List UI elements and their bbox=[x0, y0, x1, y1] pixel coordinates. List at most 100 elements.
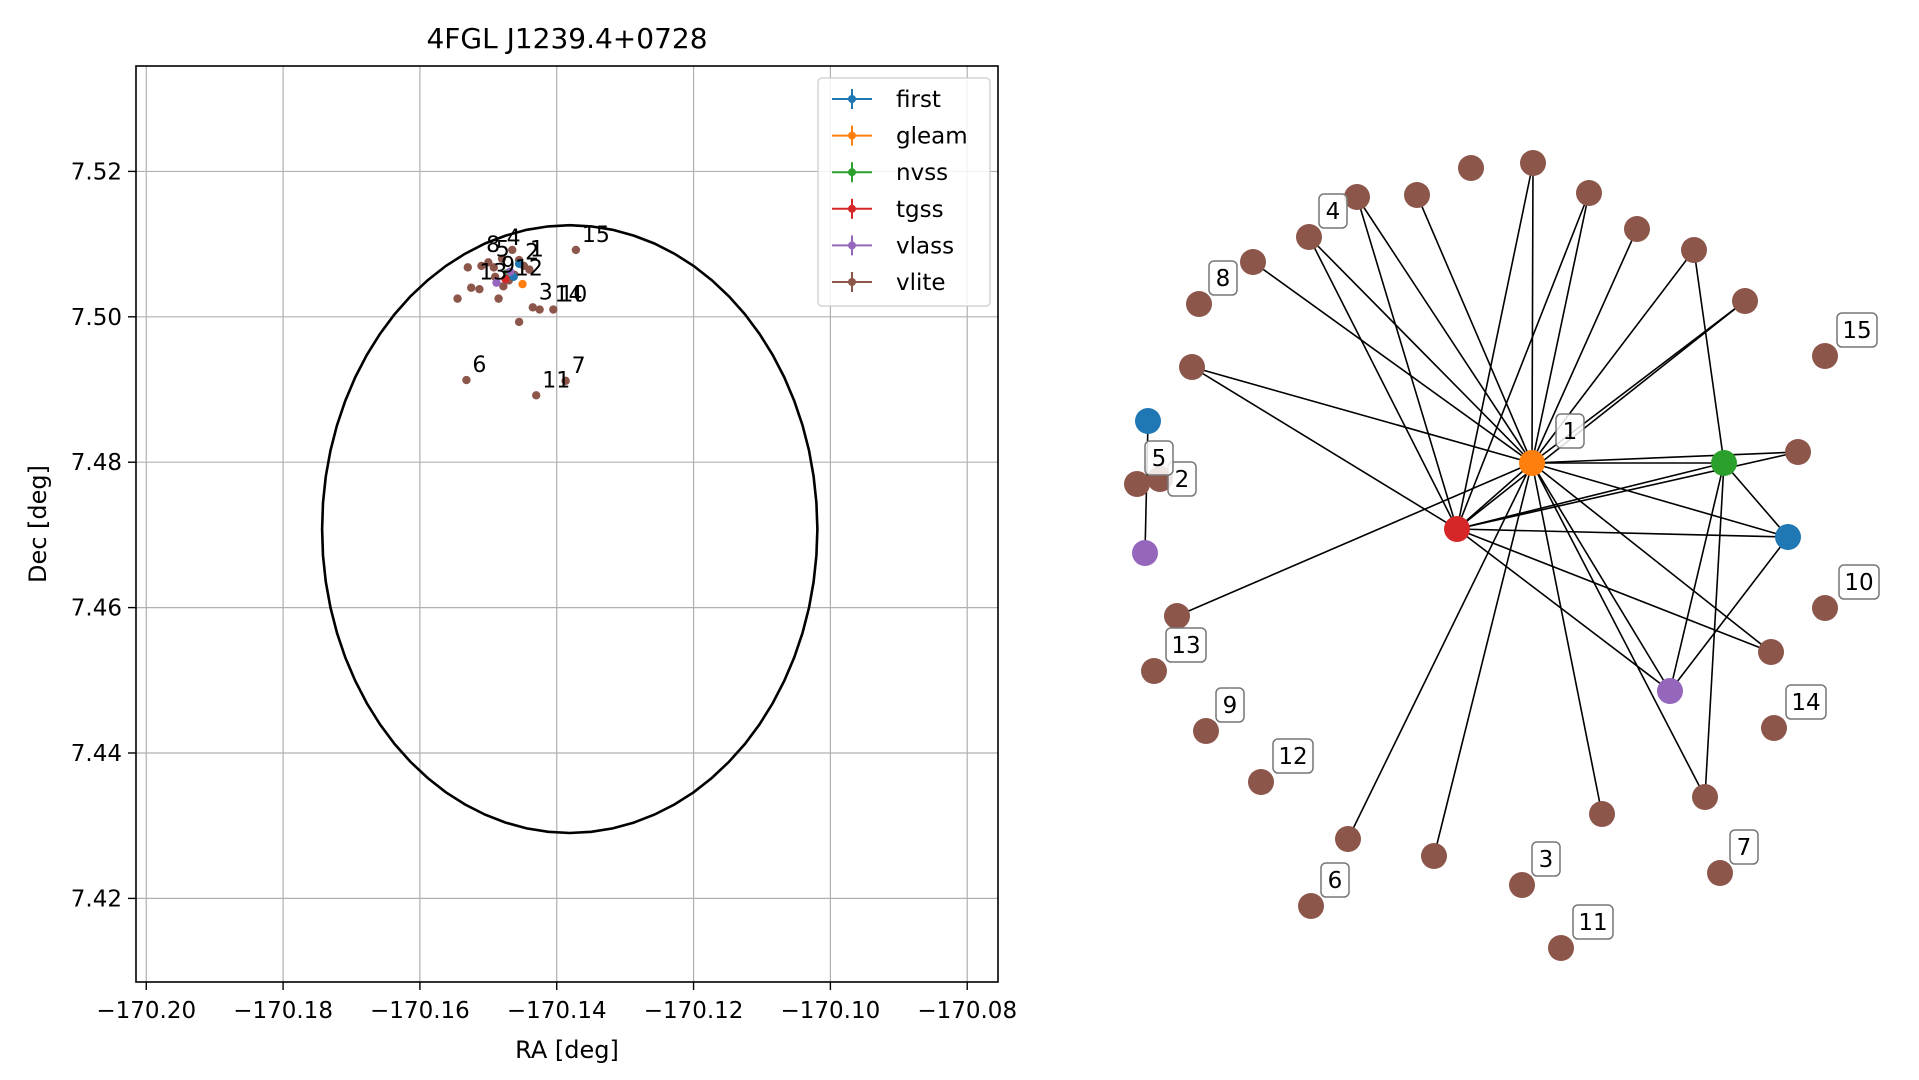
network-node-v5 bbox=[1124, 471, 1150, 497]
network-node-u7 bbox=[1576, 180, 1602, 206]
ellipse-outline bbox=[320, 223, 819, 835]
point-annotation: 11 bbox=[542, 368, 570, 393]
vlite-point bbox=[532, 391, 541, 400]
first-point bbox=[514, 259, 524, 268]
node-label-box bbox=[1165, 627, 1207, 663]
network-edge bbox=[1433, 462, 1533, 857]
vlite-point bbox=[535, 305, 544, 314]
network-node-v15 bbox=[1812, 343, 1838, 369]
network-node-u11 bbox=[1785, 439, 1811, 465]
network-node-u4 bbox=[1404, 182, 1430, 208]
network-node-v6 bbox=[1298, 893, 1324, 919]
x-axis-label: RA [deg] bbox=[515, 1036, 619, 1064]
network-node-v13 bbox=[1141, 658, 1167, 684]
node-label-box bbox=[1167, 461, 1197, 497]
node-label: 5 bbox=[1152, 446, 1167, 472]
legend-marker-dot bbox=[848, 95, 856, 103]
network-edge bbox=[1252, 261, 1533, 464]
network-edge bbox=[1531, 462, 1603, 815]
network-edge bbox=[1456, 462, 1533, 530]
network-node-nvss bbox=[1711, 450, 1737, 476]
x-tick-label: −170.12 bbox=[644, 998, 744, 1024]
network-edge bbox=[1456, 162, 1534, 530]
node-label-box bbox=[1555, 413, 1585, 449]
legend-label: vlite bbox=[896, 270, 946, 296]
node-label-box bbox=[1272, 738, 1314, 774]
vlite-point bbox=[561, 376, 570, 385]
node-label-box bbox=[1729, 829, 1759, 865]
network-edge bbox=[1456, 528, 1789, 538]
network-edge bbox=[1723, 462, 1789, 538]
network-edge bbox=[1416, 194, 1533, 464]
node-label: 4 bbox=[1326, 199, 1341, 225]
point-annotation: 10 bbox=[559, 283, 587, 308]
node-label-box bbox=[1215, 687, 1245, 723]
y-tick-label: 7.50 bbox=[71, 305, 122, 331]
vlite-point bbox=[463, 263, 473, 272]
network-node-vlass_a bbox=[1132, 540, 1158, 566]
network-node-u17 bbox=[1164, 603, 1190, 629]
node-label: 8 bbox=[1216, 266, 1231, 292]
vlass-point bbox=[492, 278, 501, 287]
legend-marker-dot bbox=[848, 278, 856, 286]
network-edge bbox=[1456, 528, 1671, 692]
network-node-v14 bbox=[1761, 715, 1787, 741]
vlite-point bbox=[462, 375, 471, 385]
point-annotation: 5 bbox=[496, 237, 510, 262]
network-node-v11 bbox=[1548, 935, 1574, 961]
network-edge bbox=[1531, 462, 1706, 798]
network-edge bbox=[1456, 192, 1590, 530]
vlass-point bbox=[506, 267, 515, 276]
point-annotation: 13 bbox=[479, 261, 507, 286]
network-edge bbox=[1456, 300, 1746, 530]
vlite-point bbox=[497, 254, 507, 263]
vlite-point bbox=[525, 265, 534, 274]
node-label: 9 bbox=[1223, 693, 1238, 719]
network-node-tgss bbox=[1444, 516, 1470, 542]
legend-marker-dot bbox=[848, 241, 856, 250]
point-annotation: 8 bbox=[486, 233, 500, 258]
network-edge bbox=[1531, 228, 1638, 464]
y-tick-label: 7.52 bbox=[71, 159, 122, 185]
y-tick-label: 7.44 bbox=[71, 741, 122, 767]
node-label-box bbox=[1785, 684, 1827, 720]
network-node-u10 bbox=[1732, 288, 1758, 314]
point-annotation: 14 bbox=[555, 283, 583, 308]
network-edges bbox=[1144, 162, 1799, 857]
point-annotation: 4 bbox=[507, 226, 521, 251]
network-node-gleam bbox=[1519, 450, 1545, 476]
node-label-box bbox=[1144, 440, 1174, 476]
y-tick-label: 7.42 bbox=[71, 886, 122, 912]
node-label: 12 bbox=[1278, 744, 1307, 770]
network-node-v3 bbox=[1509, 872, 1535, 898]
node-label-box bbox=[1531, 841, 1561, 877]
x-tick-label: −170.08 bbox=[917, 998, 1017, 1024]
vlite-point bbox=[514, 317, 524, 327]
x-tick-label: −170.16 bbox=[370, 998, 470, 1024]
y-axis-ticks: 7.42 7.44 7.46 7.48 7.50 7.52 bbox=[71, 159, 136, 912]
vlite-point bbox=[499, 282, 508, 291]
node-label: 14 bbox=[1791, 690, 1820, 716]
network-node-u2 bbox=[1240, 249, 1266, 275]
x-tick-label: −170.10 bbox=[781, 998, 881, 1024]
node-label: 11 bbox=[1578, 910, 1607, 936]
legend-label: first bbox=[896, 87, 941, 113]
node-label-box bbox=[1318, 193, 1348, 229]
legend-label: nvss bbox=[896, 160, 948, 186]
legend-marker-dot bbox=[848, 168, 856, 177]
network-edge bbox=[1356, 196, 1458, 530]
point-annotation: 3 bbox=[539, 280, 553, 305]
vlite-point bbox=[528, 303, 537, 312]
node-label: 10 bbox=[1844, 570, 1873, 596]
network-edge bbox=[1704, 462, 1725, 798]
network-node-u12 bbox=[1758, 639, 1784, 665]
node-label: 2 bbox=[1175, 467, 1190, 493]
network-edge bbox=[1191, 366, 1458, 530]
vlite-point bbox=[508, 245, 517, 255]
network-node-first_b bbox=[1775, 524, 1801, 550]
point-annotation: 12 bbox=[515, 256, 543, 281]
network-node-u13 bbox=[1692, 784, 1718, 810]
